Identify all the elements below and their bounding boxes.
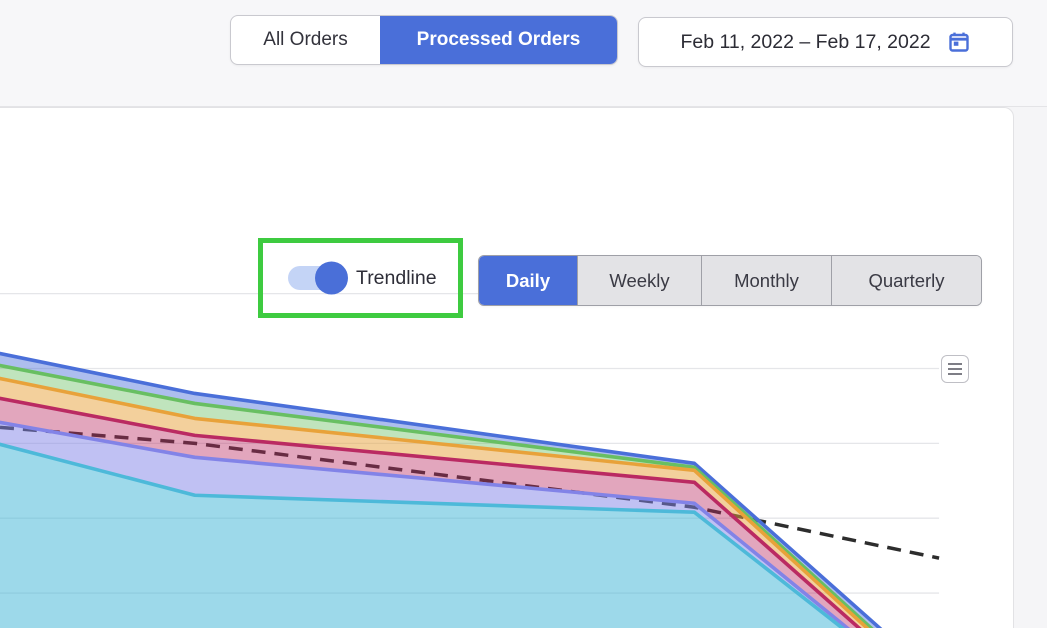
tab-quarterly[interactable]: Quarterly <box>831 256 981 305</box>
trendline-toggle-label: Trendline <box>356 266 437 289</box>
trendline-highlight-annotation: Trendline <box>258 238 463 318</box>
order-filter-segmented-control: All Orders Processed Orders <box>230 15 618 65</box>
area-band-purple <box>0 422 848 628</box>
area-band-orange <box>0 378 867 628</box>
trendline-toggle[interactable] <box>288 261 348 295</box>
series-line-green <box>0 363 874 628</box>
orders-area-chart <box>0 292 940 628</box>
tab-daily[interactable]: Daily <box>479 256 577 305</box>
tab-weekly[interactable]: Weekly <box>577 256 701 305</box>
all-orders-button[interactable]: All Orders <box>231 16 380 64</box>
series-line-orange <box>0 376 870 628</box>
series-line-blue <box>0 351 883 628</box>
chart-card: Trendline Daily Weekly Monthly Quarterly <box>0 107 1014 628</box>
hamburger-menu-icon <box>948 363 962 375</box>
area-band-cyan <box>0 444 843 628</box>
date-range-value: Feb 11, 2022 – Feb 17, 2022 <box>680 30 931 53</box>
toggle-knob-icon <box>315 261 348 295</box>
area-band-crimson <box>0 398 859 628</box>
series-line-crimson <box>0 396 862 628</box>
chart-export-menu-button[interactable] <box>941 355 969 383</box>
tab-monthly[interactable]: Monthly <box>701 256 831 305</box>
processed-orders-button[interactable]: Processed Orders <box>380 16 617 64</box>
trendline-dashed <box>0 425 940 560</box>
series-line-cyan <box>0 442 846 628</box>
period-tabs: Daily Weekly Monthly Quarterly <box>478 255 982 306</box>
top-bar: All Orders Processed Orders Feb 11, 2022… <box>0 0 1047 107</box>
area-band-green <box>0 365 872 628</box>
date-range-picker[interactable]: Feb 11, 2022 – Feb 17, 2022 <box>638 17 1013 67</box>
series-line-purple <box>0 420 851 628</box>
calendar-icon <box>948 32 969 52</box>
